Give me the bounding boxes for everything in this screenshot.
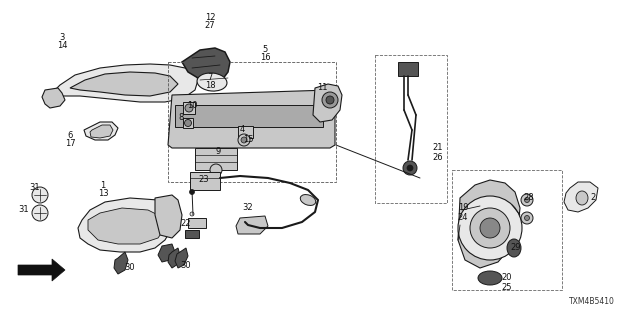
Text: 9: 9 [216,148,221,156]
Ellipse shape [300,195,316,205]
Polygon shape [84,122,118,140]
Bar [183,102,195,114]
Polygon shape [458,180,520,268]
Circle shape [525,215,529,220]
Text: 22: 22 [180,220,191,228]
Bar [175,105,323,127]
Text: 24: 24 [458,212,468,221]
Circle shape [32,187,48,203]
Bar [188,218,206,228]
Text: 5: 5 [262,45,268,54]
Text: 29: 29 [511,243,521,252]
Bar [375,55,447,203]
Text: 4: 4 [239,125,244,134]
Polygon shape [155,195,182,238]
Text: 31: 31 [29,183,40,193]
Text: 30: 30 [125,263,135,273]
Polygon shape [18,259,65,281]
Text: 20: 20 [502,274,512,283]
Text: 15: 15 [243,135,253,145]
Polygon shape [175,248,188,268]
Circle shape [407,165,413,171]
Circle shape [326,96,334,104]
Text: 23: 23 [198,175,209,185]
Text: 21: 21 [433,143,444,153]
Text: 27: 27 [205,21,215,30]
Bar [168,62,336,182]
Text: 13: 13 [98,189,108,198]
Circle shape [525,197,529,203]
Text: 16: 16 [260,53,270,62]
Text: TXM4B5410: TXM4B5410 [569,298,615,307]
Polygon shape [42,88,65,108]
Polygon shape [313,84,342,122]
Text: 18: 18 [205,82,215,91]
Circle shape [458,196,522,260]
Text: 25: 25 [502,283,512,292]
Circle shape [322,92,338,108]
Polygon shape [564,182,598,212]
Text: 30: 30 [180,260,191,269]
Text: FR.: FR. [35,268,51,276]
Circle shape [521,194,533,206]
Text: 1: 1 [100,180,106,189]
Bar [190,172,220,190]
Ellipse shape [478,271,502,285]
Bar [238,126,253,138]
Circle shape [184,119,191,126]
Polygon shape [158,244,175,262]
Circle shape [32,205,48,221]
Circle shape [480,218,500,238]
Circle shape [238,134,250,146]
Circle shape [521,212,533,224]
Text: 6: 6 [67,131,73,140]
Circle shape [403,161,417,175]
Polygon shape [78,198,175,252]
Text: 10: 10 [187,100,197,109]
Text: 2: 2 [590,194,596,203]
Polygon shape [88,208,165,244]
Polygon shape [168,248,180,268]
Text: 12: 12 [205,13,215,22]
Polygon shape [70,72,178,96]
Text: 11: 11 [317,84,327,92]
Circle shape [185,104,193,112]
Text: 26: 26 [433,153,444,162]
Circle shape [241,137,247,143]
Bar [185,230,199,238]
Circle shape [210,164,222,176]
Polygon shape [50,64,198,102]
Text: 28: 28 [524,194,534,203]
Polygon shape [90,125,113,138]
Ellipse shape [197,73,227,91]
Ellipse shape [576,191,588,205]
Text: 19: 19 [458,204,468,212]
Text: 32: 32 [243,203,253,212]
Ellipse shape [507,239,521,257]
Bar [452,170,562,290]
Circle shape [470,208,510,248]
Bar [183,118,193,128]
Text: 14: 14 [57,42,67,51]
Text: 31: 31 [19,205,29,214]
Polygon shape [168,90,335,148]
Bar [398,62,418,76]
Text: 8: 8 [179,114,184,123]
Text: 17: 17 [65,139,76,148]
Bar [195,148,237,170]
Polygon shape [114,252,128,274]
Text: 7: 7 [207,74,212,83]
Circle shape [190,212,194,216]
Text: 3: 3 [60,34,65,43]
Polygon shape [236,216,268,234]
Polygon shape [182,48,230,82]
Circle shape [189,189,195,195]
